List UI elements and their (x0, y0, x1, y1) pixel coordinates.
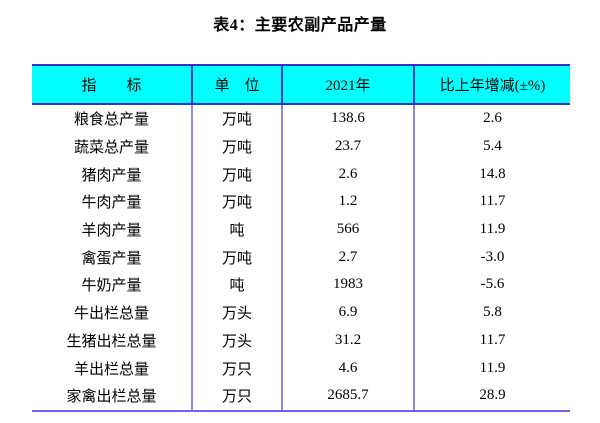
change-cell: 11.7 (479, 331, 506, 348)
page-title: 表4：主要农副产品产量 (213, 17, 387, 34)
change-cell: -3.0 (480, 248, 505, 265)
indicator-cell: 家禽出栏总量 (32, 381, 193, 410)
value-cell: 138.6 (283, 105, 415, 133)
unit-cell: 万吨 (193, 105, 283, 133)
table-row: 牛肉产量 万吨 1.2 11.7 (32, 188, 570, 216)
unit-cell: 万头 (193, 298, 283, 327)
unit-cell: 万吨 (193, 132, 283, 161)
value-cell: 2.6 (283, 160, 415, 189)
indicator-cell: 粮食总产量 (32, 105, 193, 133)
indicator-cell: 牛肉产量 (32, 188, 193, 216)
change-cell: 14.8 (479, 165, 506, 182)
value-cell: 2.7 (283, 243, 415, 272)
table-header-row: 指 标 单 位 2021年 比上年增减(±%) (32, 64, 570, 105)
value-cell: 1983 (283, 271, 415, 299)
table-row: 禽蛋产量 万吨 2.7 -3.0 (32, 243, 570, 272)
unit-cell: 万只 (193, 381, 283, 410)
products-table: 指 标 单 位 2021年 比上年增减(±%) 粮食总产量 万吨 138.6 2… (32, 64, 570, 412)
indicator-cell: 牛出栏总量 (32, 298, 193, 327)
header-unit: 单 位 (193, 66, 283, 103)
unit-cell: 万吨 (193, 188, 283, 216)
change-cell: 11.7 (479, 193, 506, 210)
unit-cell: 万头 (193, 326, 283, 355)
indicator-cell: 蔬菜总产量 (32, 132, 193, 161)
unit-cell: 万只 (193, 354, 283, 382)
value-cell: 6.9 (283, 298, 415, 327)
indicator-cell: 牛奶产量 (32, 271, 193, 299)
table-row: 粮食总产量 万吨 138.6 2.6 (32, 105, 570, 133)
value-cell: 23.7 (283, 132, 415, 161)
change-cell: 2.6 (483, 110, 502, 127)
value-cell: 31.2 (283, 326, 415, 355)
indicator-cell: 猪肉产量 (32, 160, 193, 189)
value-cell: 4.6 (283, 354, 415, 382)
change-cell: 5.4 (483, 138, 502, 155)
table-row: 家禽出栏总量 万只 2685.7 28.9 (32, 381, 570, 410)
header-indicator: 指 标 (32, 66, 193, 103)
indicator-cell: 禽蛋产量 (32, 243, 193, 272)
table-row: 蔬菜总产量 万吨 23.7 5.4 (32, 132, 570, 161)
unit-cell: 吨 (193, 215, 283, 244)
table-row: 羊肉产量 吨 566 11.9 (32, 215, 570, 244)
change-cell: 28.9 (479, 387, 506, 404)
header-year: 2021年 (283, 66, 415, 103)
unit-cell: 万吨 (193, 160, 283, 189)
change-cell: 11.9 (479, 359, 506, 376)
header-change: 比上年增减(±%) (439, 78, 546, 94)
table-row: 羊出栏总量 万只 4.6 11.9 (32, 354, 570, 382)
indicator-cell: 生猪出栏总量 (32, 326, 193, 355)
value-cell: 566 (283, 215, 415, 244)
indicator-cell: 羊肉产量 (32, 215, 193, 244)
change-cell: 11.9 (479, 221, 506, 238)
unit-cell: 吨 (193, 271, 283, 299)
table-row: 牛出栏总量 万头 6.9 5.8 (32, 298, 570, 327)
change-cell: -5.6 (480, 276, 505, 293)
change-cell: 5.8 (483, 304, 502, 321)
unit-cell: 万吨 (193, 243, 283, 272)
table-row: 牛奶产量 吨 1983 -5.6 (32, 271, 570, 299)
table-row: 生猪出栏总量 万头 31.2 11.7 (32, 326, 570, 355)
value-cell: 2685.7 (283, 381, 415, 410)
indicator-cell: 羊出栏总量 (32, 354, 193, 382)
table-row: 猪肉产量 万吨 2.6 14.8 (32, 160, 570, 189)
value-cell: 1.2 (283, 188, 415, 216)
